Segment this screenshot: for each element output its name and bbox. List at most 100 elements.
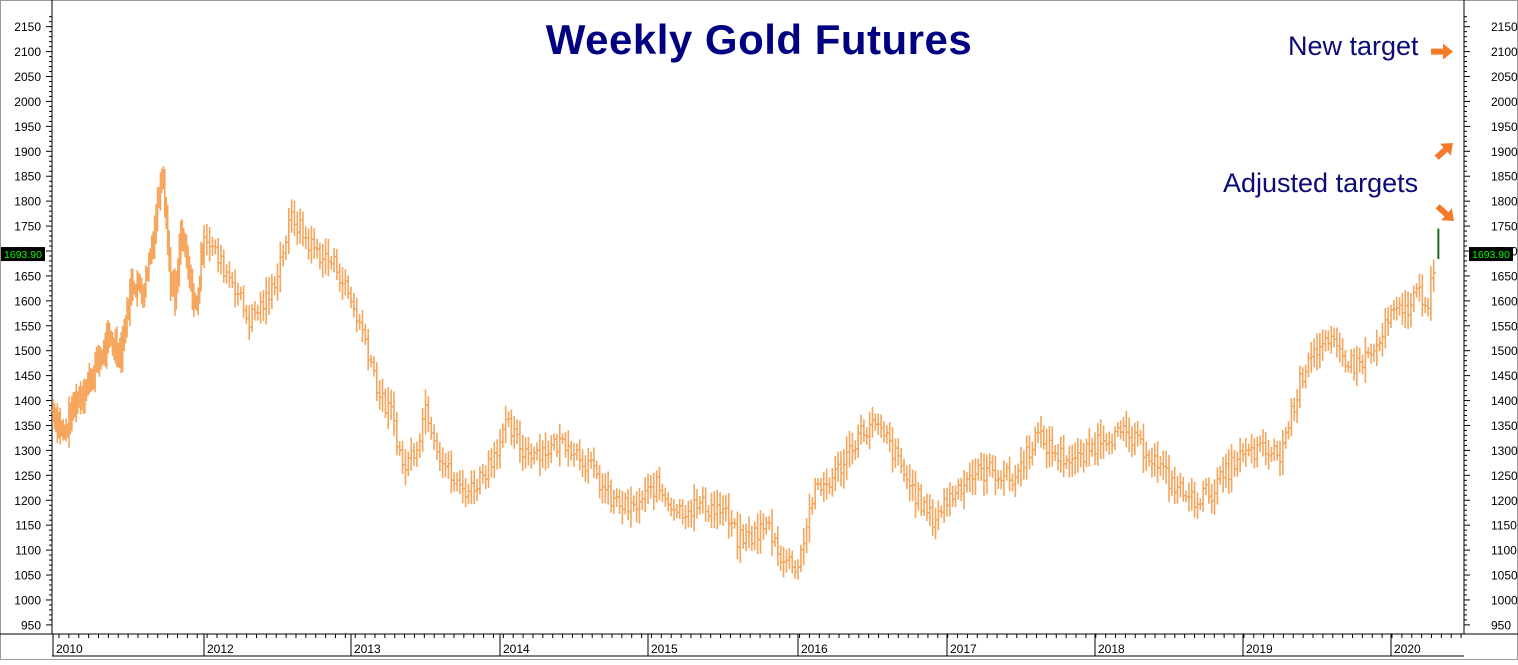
ohlc-bar: [215, 237, 221, 273]
y-tick-label-right: 1800: [1491, 195, 1518, 209]
ohlc-bar: [580, 449, 585, 477]
ohlc-bar: [1311, 338, 1317, 368]
ohlc-bar: [1283, 426, 1288, 449]
ohlc-bar: [523, 437, 528, 469]
ohlc-bar: [241, 285, 246, 318]
ohlc-bar: [566, 430, 571, 467]
y-tick-label-right: 1500: [1491, 344, 1518, 358]
ohlc-bar: [317, 242, 323, 270]
ohlc-bar: [343, 269, 348, 296]
ohlc-bar: [221, 249, 226, 283]
ohlc-bar: [1351, 348, 1357, 381]
ohlc-bar: [1414, 283, 1419, 298]
ohlc-bar: [752, 521, 757, 551]
ohlc-bar: [334, 248, 340, 281]
y-tick-label-left: 1350: [14, 419, 41, 433]
ohlc-bar: [1226, 449, 1231, 494]
ohlc-bar: [503, 405, 508, 444]
last-price-label-left: 1693.90: [4, 249, 42, 261]
ohlc-bar: [1320, 329, 1325, 361]
ohlc-bar: [812, 477, 818, 510]
ohlc-bar: [642, 477, 648, 513]
ohlc-bar: [440, 447, 445, 478]
ohlc-bar: [1129, 426, 1135, 458]
ohlc-bar: [1013, 464, 1018, 498]
ohlc-bar: [703, 487, 708, 522]
ohlc-bar: [927, 494, 933, 527]
y-tick-label-right: 1200: [1491, 494, 1518, 508]
ohlc-bar: [400, 440, 405, 474]
ohlc-bar: [645, 473, 651, 504]
y-tick-label-left: 1850: [14, 170, 41, 184]
ohlc-bar: [1411, 285, 1416, 313]
x-tick-label: 2017: [950, 642, 977, 656]
ohlc-bar: [1161, 450, 1166, 480]
ohlc-bar: [543, 432, 548, 471]
y-tick-label-right: 1150: [1491, 519, 1517, 533]
ohlc-bar: [984, 454, 990, 494]
ohlc-bar: [654, 470, 659, 503]
ohlc-bar: [363, 323, 368, 346]
ohlc-bar: [878, 414, 884, 438]
ohlc-bar: [417, 433, 422, 459]
y-tick-label-right: 1450: [1491, 369, 1518, 383]
ohlc-bar: [337, 263, 342, 292]
arrow-head: [1441, 208, 1454, 222]
ohlc-bar: [232, 269, 238, 308]
ohlc-bar: [348, 286, 354, 309]
ohlc-bar: [660, 483, 665, 503]
ohlc-bar: [1004, 462, 1009, 481]
ohlc-bar: [651, 472, 656, 511]
ohlc-bar: [388, 389, 394, 420]
ohlc-bar: [586, 447, 591, 484]
ohlc-bar: [312, 228, 317, 259]
y-tick-label-left: 1100: [15, 544, 41, 558]
ohlc-bar: [847, 430, 852, 468]
ohlc-bar: [557, 423, 562, 467]
ohlc-bar: [1081, 442, 1086, 473]
ohlc-bar: [1058, 436, 1064, 473]
y-tick-label-right: 1350: [1491, 419, 1518, 433]
ohlc-bar: [1232, 449, 1237, 477]
ohlc-bar: [1118, 420, 1123, 440]
ohlc-bar: [1206, 477, 1212, 504]
x-tick-label: 2015: [651, 642, 678, 656]
ohlc-bar: [947, 482, 953, 517]
adjusted-targets-label: Adjusted targets: [1223, 168, 1419, 198]
ohlc-bar: [818, 477, 824, 496]
ohlc-bar: [1417, 273, 1422, 302]
ohlc-bar: [807, 493, 812, 543]
ohlc-bar: [1249, 434, 1254, 464]
ohlc-bar: [746, 516, 752, 549]
ohlc-bar: [1064, 455, 1069, 470]
ohlc-bar: [1089, 437, 1095, 457]
y-tick-label-right: 2100: [1491, 45, 1518, 59]
price-bars: [50, 166, 1440, 580]
y-tick-label-left: 1950: [14, 120, 41, 134]
ohlc-bar: [371, 356, 377, 377]
ohlc-bar: [368, 354, 374, 368]
ohlc-bar: [420, 408, 425, 453]
ohlc-bar: [887, 422, 892, 452]
y-tick-label-left: 1500: [14, 344, 41, 358]
y-tick-label-left: 1750: [14, 220, 41, 234]
ohlc-bar: [486, 450, 491, 488]
ohlc-bar: [956, 478, 961, 500]
ohlc-bar: [591, 447, 597, 479]
ohlc-bar: [345, 275, 351, 299]
ohlc-bar: [1240, 443, 1246, 463]
ohlc-bar: [568, 441, 574, 461]
ohlc-bar: [1172, 466, 1177, 504]
ohlc-bar: [801, 528, 806, 566]
ohlc-bar: [1181, 476, 1186, 502]
down-right-icon: [1435, 204, 1454, 222]
ohlc-bar: [1203, 478, 1209, 496]
ohlc-bar: [706, 505, 711, 523]
ohlc-bar: [329, 255, 334, 270]
ohlc-bar: [881, 421, 887, 443]
ohlc-bar: [272, 276, 277, 296]
ohlc-bar: [772, 532, 778, 547]
ohlc-bar: [1309, 341, 1314, 373]
